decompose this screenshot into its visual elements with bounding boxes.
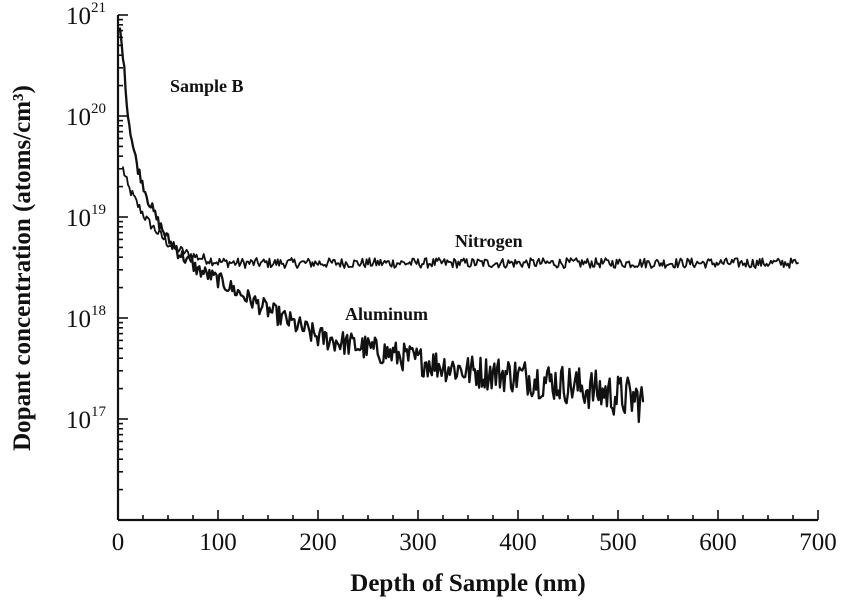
series-line-nitrogen xyxy=(122,166,799,269)
y-tick-label: 1018 xyxy=(66,303,106,333)
y-ticks: 1021 1020 1019 1018 1017 xyxy=(66,0,128,491)
x-tick-label: 0 xyxy=(112,529,125,556)
x-tick-label: 300 xyxy=(399,529,437,556)
x-tick-label: 100 xyxy=(199,529,237,556)
y-axis-title: Dopant concentration (atoms/cm³) xyxy=(9,85,36,451)
y-tick-label: 1020 xyxy=(66,101,106,131)
annotation-nitrogen: Nitrogen xyxy=(455,231,523,251)
x-tick-label: 600 xyxy=(699,529,737,556)
x-tick-label: 700 xyxy=(799,529,837,556)
y-tick-label: 1021 xyxy=(66,0,106,30)
y-tick-label: 1019 xyxy=(66,202,106,232)
annotation-aluminum: Aluminum xyxy=(345,304,428,324)
y-tick-label: 1017 xyxy=(66,404,107,434)
x-tick-label: 400 xyxy=(499,529,537,556)
x-axis-title: Depth of Sample (nm) xyxy=(350,570,585,597)
x-tick-label: 500 xyxy=(599,529,637,556)
x-tick-label: 200 xyxy=(299,529,337,556)
x-ticks: 0 100 200 300 400 500 600 700 xyxy=(112,510,837,556)
series-layer xyxy=(118,27,799,424)
annotation-sample: Sample B xyxy=(170,76,244,96)
series-line-aluminum xyxy=(118,27,645,424)
